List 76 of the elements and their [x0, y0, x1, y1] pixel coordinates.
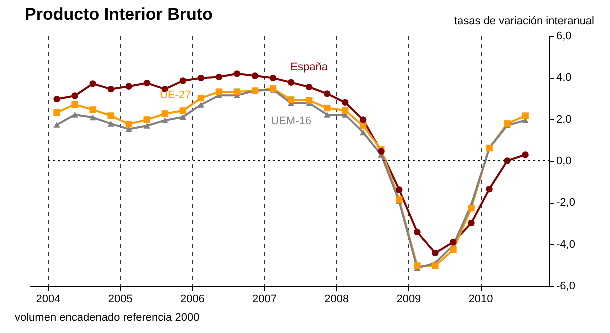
point: [72, 92, 78, 100]
x-tick-label: 2005: [108, 294, 133, 306]
point: [252, 72, 259, 80]
point: [216, 74, 223, 81]
point: [468, 220, 475, 227]
series-label: España: [290, 61, 329, 74]
point: [126, 83, 132, 90]
point: [162, 118, 169, 124]
point: [360, 122, 367, 130]
point: [54, 122, 60, 128]
point: [324, 112, 331, 118]
point: [108, 86, 114, 93]
point: [450, 246, 457, 254]
chart-title: Producto Interior Bruto: [25, 5, 213, 24]
text: volumen encadenado referencia 2000: [15, 312, 200, 324]
series-label: UE-27: [160, 89, 192, 102]
point: [360, 116, 367, 124]
y-tick-label: -4,0: [556, 238, 576, 251]
x-tick-label: 2004: [36, 294, 61, 306]
point: [198, 102, 205, 108]
point: [90, 114, 96, 121]
point: [162, 110, 169, 118]
point: [90, 80, 96, 88]
point: [180, 78, 187, 84]
point: [54, 109, 60, 116]
point: [360, 130, 367, 136]
x-tick-label: 2006: [180, 294, 205, 306]
y-axis-title: tasas de variación interanual: [454, 16, 594, 28]
point: [432, 262, 439, 270]
point: [324, 90, 331, 98]
x-tick-label: 2010: [468, 294, 494, 306]
point: [216, 88, 223, 96]
y-tick-label: -6,0: [556, 280, 576, 292]
point: [144, 80, 150, 87]
point: [270, 74, 277, 82]
point: [306, 84, 313, 91]
point: [342, 107, 349, 114]
x-tick-label: 2007: [252, 294, 278, 306]
point: [342, 99, 349, 106]
y-tick-label: 6,0: [556, 30, 572, 42]
point: [522, 152, 529, 158]
point: [108, 112, 114, 120]
point: [450, 238, 457, 246]
y-tick-label: 4,0: [556, 72, 572, 84]
point: [288, 96, 295, 104]
point: [396, 186, 403, 194]
point: [306, 97, 313, 104]
point: [504, 158, 511, 164]
x-tick-label: 2008: [324, 294, 350, 306]
point: [486, 186, 493, 193]
series-label: UEM-16: [271, 115, 312, 128]
point: [432, 250, 439, 257]
point: [324, 104, 331, 112]
point: [180, 108, 187, 114]
y-tick-label: 0,0: [556, 156, 572, 168]
point: [72, 112, 78, 118]
point: [90, 106, 96, 114]
y-tick-label: 2,0: [556, 114, 572, 126]
point: [198, 94, 205, 102]
x-tick-label: 2009: [396, 294, 422, 306]
point: [288, 79, 295, 86]
point: [414, 228, 421, 236]
point: [414, 262, 421, 270]
point: [72, 101, 78, 108]
point: [54, 96, 60, 103]
point: [468, 204, 475, 212]
point: [234, 88, 241, 96]
point: [144, 116, 150, 124]
point: [108, 121, 114, 127]
point: [522, 112, 529, 120]
point: [234, 70, 241, 78]
point: [198, 74, 205, 82]
point: [126, 120, 132, 128]
point: [144, 123, 150, 129]
point: [180, 114, 187, 120]
y-tick-label: -2,0: [556, 197, 576, 210]
